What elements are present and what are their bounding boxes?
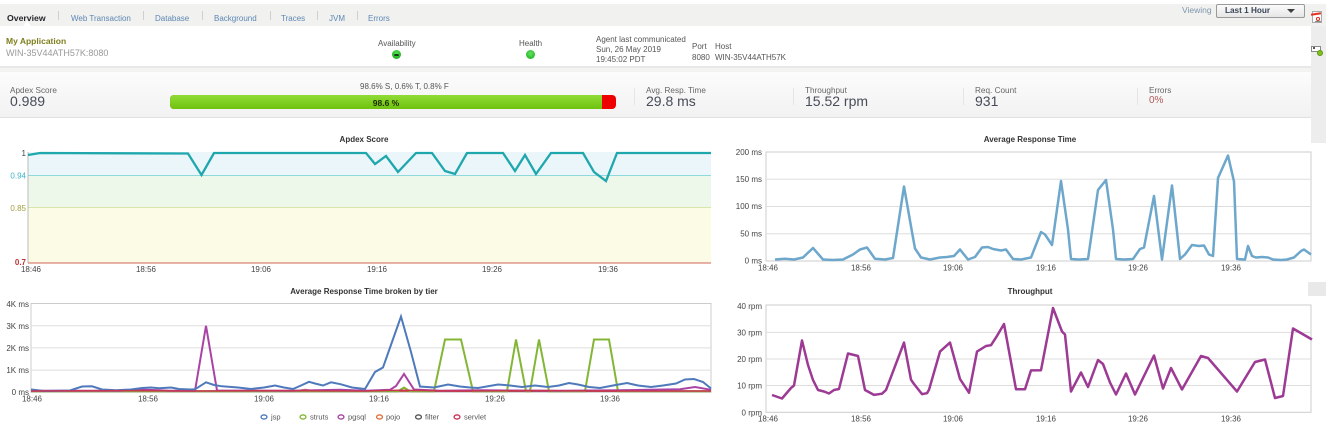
svg-text:20 rpm: 20 rpm: [737, 355, 762, 364]
svg-text:18:46: 18:46: [21, 265, 42, 274]
svg-text:1K ms: 1K ms: [6, 366, 29, 375]
svg-text:4K ms: 4K ms: [6, 300, 29, 309]
svg-text:18:46: 18:46: [758, 415, 779, 424]
svg-text:19:36: 19:36: [1221, 264, 1242, 273]
svg-text:pojo: pojo: [386, 413, 400, 422]
svg-text:30 rpm: 30 rpm: [737, 329, 762, 338]
svg-text:Apdex Score: Apdex Score: [340, 135, 389, 144]
svg-text:18:56: 18:56: [138, 395, 159, 404]
svg-text:0.85: 0.85: [10, 204, 26, 213]
svg-text:19:16: 19:16: [1036, 264, 1057, 273]
svg-text:19:26: 19:26: [1128, 264, 1149, 273]
svg-text:3K ms: 3K ms: [6, 322, 29, 331]
svg-text:0 ms: 0 ms: [12, 388, 29, 397]
svg-text:jsp: jsp: [270, 413, 281, 422]
svg-text:Average Response Time: Average Response Time: [984, 135, 1077, 144]
svg-text:2K ms: 2K ms: [6, 344, 29, 353]
svg-text:19:06: 19:06: [254, 395, 275, 404]
svg-text:19:16: 19:16: [1036, 415, 1057, 424]
svg-text:150 ms: 150 ms: [736, 175, 762, 184]
svg-text:18:56: 18:56: [851, 415, 872, 424]
svg-text:18:56: 18:56: [136, 265, 157, 274]
svg-text:0.94: 0.94: [10, 172, 26, 181]
svg-text:10 rpm: 10 rpm: [737, 382, 762, 391]
svg-text:19:26: 19:26: [485, 395, 506, 404]
svg-text:1: 1: [22, 149, 27, 158]
svg-text:18:46: 18:46: [758, 264, 779, 273]
svg-text:40 rpm: 40 rpm: [737, 302, 762, 311]
svg-text:18:46: 18:46: [22, 395, 43, 404]
svg-text:50 ms: 50 ms: [740, 230, 762, 239]
svg-text:19:06: 19:06: [251, 265, 272, 274]
svg-text:filter: filter: [425, 413, 440, 422]
svg-text:19:36: 19:36: [600, 395, 621, 404]
svg-text:19:06: 19:06: [943, 264, 964, 273]
svg-text:18:56: 18:56: [851, 264, 872, 273]
svg-text:0 ms: 0 ms: [745, 257, 762, 266]
svg-text:0.7: 0.7: [15, 258, 27, 267]
svg-text:200 ms: 200 ms: [736, 148, 762, 157]
svg-text:Throughput: Throughput: [1008, 287, 1053, 296]
svg-text:19:36: 19:36: [598, 265, 619, 274]
svg-text:19:06: 19:06: [943, 415, 964, 424]
svg-text:pgsql: pgsql: [348, 413, 366, 422]
svg-text:struts: struts: [310, 413, 329, 422]
svg-text:19:16: 19:16: [367, 265, 388, 274]
svg-text:0 rpm: 0 rpm: [742, 408, 763, 417]
svg-text:19:26: 19:26: [1128, 415, 1149, 424]
svg-text:100 ms: 100 ms: [736, 202, 762, 211]
svg-text:19:26: 19:26: [482, 265, 503, 274]
svg-text:servlet: servlet: [464, 413, 487, 422]
svg-text:19:36: 19:36: [1221, 415, 1242, 424]
svg-text:Average Response Time broken b: Average Response Time broken by tier: [290, 287, 438, 296]
svg-text:19:16: 19:16: [369, 395, 390, 404]
